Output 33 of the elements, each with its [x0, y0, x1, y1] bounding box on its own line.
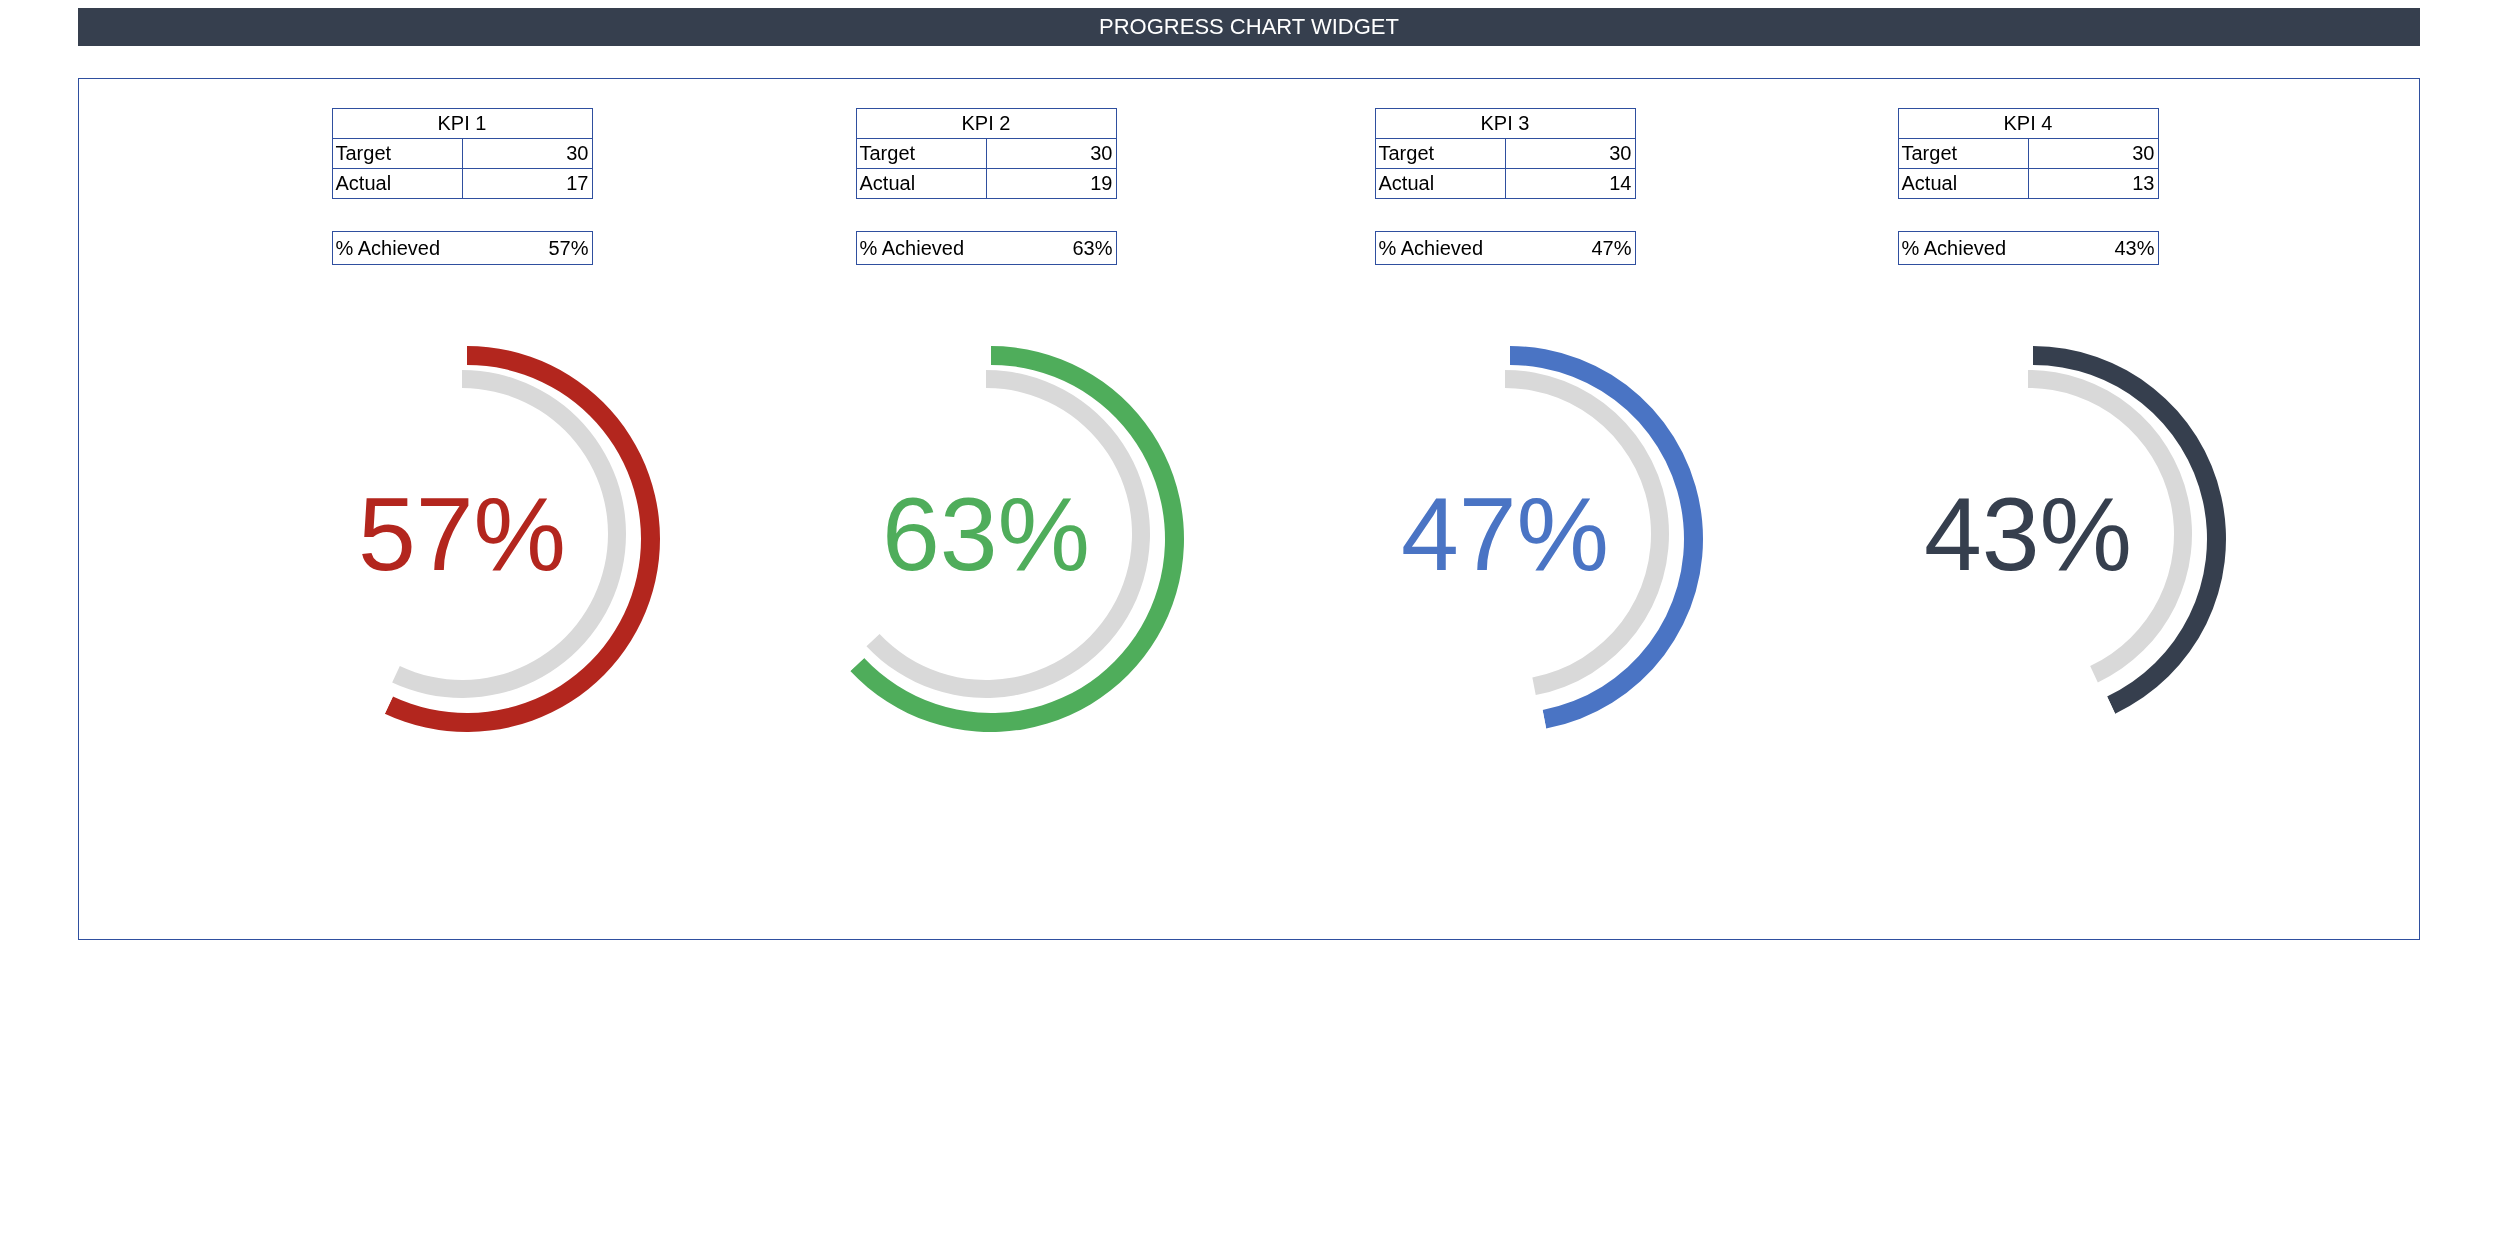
chart-title: KPI 1	[332, 108, 592, 139]
text: 63%	[1072, 236, 1113, 260]
text: % Achieved	[335, 236, 441, 260]
chart-title: KPI 3	[1375, 108, 1635, 139]
text: 19	[986, 168, 1116, 199]
text: 14	[1505, 168, 1635, 199]
text: 43%	[2114, 236, 2155, 260]
text: PROGRESS CHART WIDGET	[78, 8, 2420, 46]
text: 30	[1505, 138, 1635, 169]
chart-title: KPI 4	[1898, 108, 2158, 139]
text: 30	[2028, 138, 2158, 169]
text: Actual	[332, 168, 462, 199]
text: Target	[1898, 138, 2028, 169]
text: Actual	[1375, 168, 1505, 199]
text: 57%	[357, 476, 567, 592]
text: 30	[462, 138, 592, 169]
text: % Achieved	[859, 236, 965, 260]
text: % Achieved	[1378, 236, 1484, 260]
text: % Achieved	[1901, 236, 2007, 260]
text: Target	[856, 138, 986, 169]
text: 63%	[881, 476, 1091, 592]
text: 43%	[1923, 476, 2133, 592]
text: Actual	[1898, 168, 2028, 199]
text: 47%	[1591, 236, 1632, 260]
text: Target	[332, 138, 462, 169]
text: 17	[462, 168, 592, 199]
text: Actual	[856, 168, 986, 199]
chart-title: KPI 2	[856, 108, 1116, 139]
text: Target	[1375, 138, 1505, 169]
text: 30	[986, 138, 1116, 169]
text: 57%	[548, 236, 589, 260]
text: 13	[2028, 168, 2158, 199]
text: 47%	[1400, 476, 1610, 592]
